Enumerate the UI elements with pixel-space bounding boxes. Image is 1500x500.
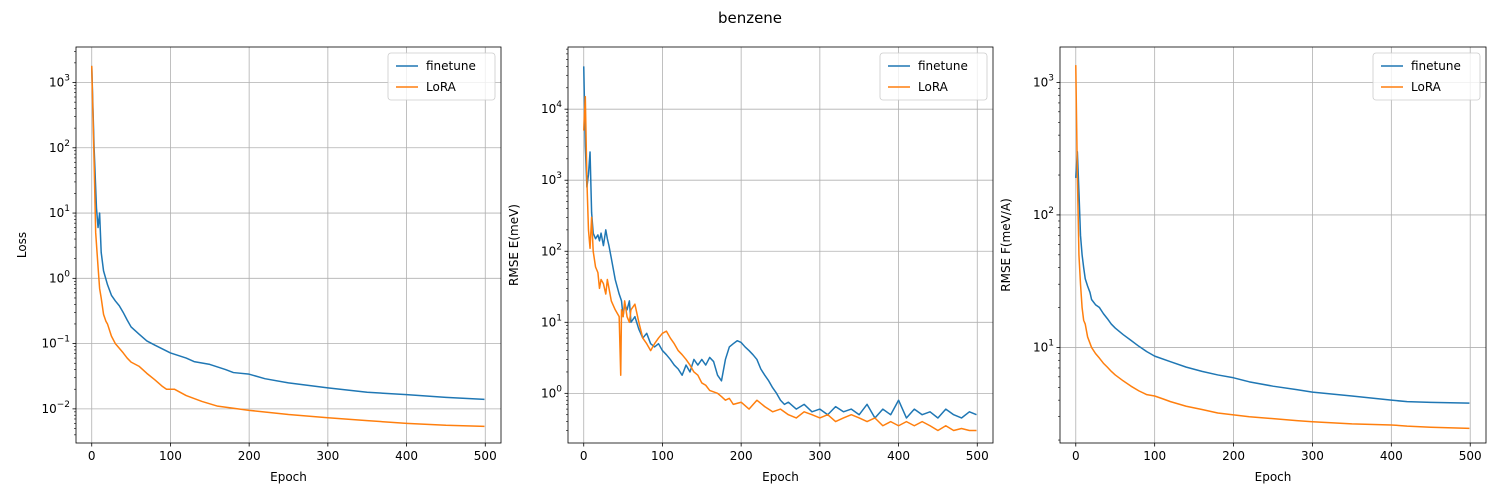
x-tick-label: 0 bbox=[88, 449, 96, 463]
y-tick-label: 102 bbox=[541, 242, 562, 258]
subplot-1: 0 100 200 300 400 500 10−2 10−1 100 101 102 103 Epoc… bbox=[15, 46, 502, 484]
axes-frame bbox=[567, 46, 994, 444]
legend-label-finetune: finetune bbox=[426, 59, 476, 73]
x-tick-label: 400 bbox=[887, 449, 910, 463]
y-tick-label: 100 bbox=[49, 269, 70, 285]
axes-frame bbox=[1059, 46, 1487, 444]
x-tick-label: 0 bbox=[580, 449, 588, 463]
legend-label-finetune: finetune bbox=[918, 59, 968, 73]
x-tick-label: 300 bbox=[808, 449, 831, 463]
x-axis-label: Epoch bbox=[1255, 470, 1292, 484]
subplot-3: 0 100 200 300 400 500 101 102 103 Epoch RMSE F(meV… bbox=[999, 46, 1487, 484]
x-tick-label: 100 bbox=[159, 449, 182, 463]
x-axis-label: Epoch bbox=[762, 470, 799, 484]
x-tick-label: 200 bbox=[238, 449, 261, 463]
legend-label-lora: LoRA bbox=[1411, 80, 1442, 94]
legend-label-lora: LoRA bbox=[918, 80, 949, 94]
x-tick-label: 100 bbox=[651, 449, 674, 463]
y-tick-label: 101 bbox=[1033, 338, 1054, 354]
x-tick-label: 0 bbox=[1072, 449, 1080, 463]
series-line-finetune bbox=[1075, 150, 1470, 404]
y-tick-label: 104 bbox=[541, 100, 562, 116]
y-tick-label: 10−1 bbox=[41, 335, 70, 351]
x-tick-label: 100 bbox=[1143, 449, 1166, 463]
legend: finetune LoRA bbox=[879, 52, 988, 101]
x-tick-label: 500 bbox=[966, 449, 989, 463]
series-line-lora bbox=[1075, 65, 1470, 430]
y-tick-label: 101 bbox=[541, 313, 562, 329]
legend: finetune LoRA bbox=[387, 52, 496, 101]
x-tick-label: 300 bbox=[1301, 449, 1324, 463]
legend-label-lora: LoRA bbox=[426, 80, 457, 94]
legend-box bbox=[387, 52, 496, 101]
y-tick-label: 10−2 bbox=[41, 400, 70, 416]
series-line-lora bbox=[90, 65, 485, 428]
y-tick-label: 103 bbox=[541, 171, 562, 187]
legend-box bbox=[879, 52, 988, 101]
x-tick-label: 200 bbox=[1222, 449, 1245, 463]
y-axis-label: Loss bbox=[15, 232, 29, 258]
x-tick-label: 300 bbox=[316, 449, 339, 463]
x-tick-label: 400 bbox=[395, 449, 418, 463]
y-tick-label: 103 bbox=[49, 74, 70, 90]
y-tick-label: 102 bbox=[1033, 206, 1054, 222]
axes-frame bbox=[75, 46, 502, 444]
y-tick-label: 103 bbox=[1033, 73, 1054, 89]
series-line-lora bbox=[582, 95, 977, 432]
x-axis-label: Epoch bbox=[270, 470, 307, 484]
x-tick-label: 400 bbox=[1380, 449, 1403, 463]
subplot-2: 0 100 200 300 400 500 100 101 102 103 104 Epoch RMSE… bbox=[507, 46, 994, 484]
x-tick-label: 500 bbox=[474, 449, 497, 463]
legend-box bbox=[1372, 52, 1481, 101]
y-axis-label: RMSE F(meV/A) bbox=[999, 198, 1013, 292]
y-axis-label: RMSE E(meV) bbox=[507, 204, 521, 286]
series-line-finetune bbox=[90, 65, 485, 401]
x-tick-label: 500 bbox=[1459, 449, 1482, 463]
y-tick-label: 101 bbox=[49, 204, 70, 220]
legend-label-finetune: finetune bbox=[1411, 59, 1461, 73]
legend: finetune LoRA bbox=[1372, 52, 1481, 101]
y-tick-label: 102 bbox=[49, 139, 70, 155]
x-tick-label: 200 bbox=[730, 449, 753, 463]
y-tick-label: 100 bbox=[541, 384, 562, 400]
suptitle: benzene bbox=[718, 9, 782, 27]
series-line-finetune bbox=[582, 66, 977, 419]
